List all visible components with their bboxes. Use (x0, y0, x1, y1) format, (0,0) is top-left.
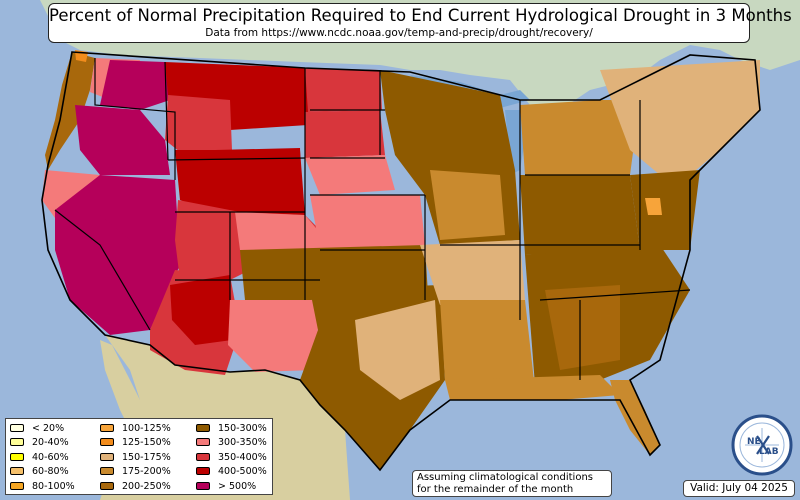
map-title: Percent of Normal Precipitation Required… (49, 6, 792, 25)
legend-item: > 500% (196, 479, 256, 493)
legend-item: 20-40% (10, 435, 69, 449)
legend-item: 350-400% (196, 450, 267, 464)
legend-swatch (10, 482, 24, 490)
region-oregon-interior (75, 105, 170, 175)
legend-label: 300-350% (218, 436, 267, 448)
region-montana-south (165, 95, 232, 160)
legend-swatch (100, 453, 114, 461)
legend-label: 200-250% (122, 480, 171, 492)
logo-text-bottom: LAB (759, 447, 779, 457)
legend-label: 40-60% (32, 451, 69, 463)
legend-swatch (10, 424, 24, 432)
legend-swatch (196, 467, 210, 475)
region-gulf-coast (445, 375, 620, 400)
region-wyoming-core (215, 148, 302, 212)
region-upper-midwest-tan (430, 170, 505, 240)
region-lower-miss (440, 300, 535, 395)
legend-item: 150-300% (196, 421, 267, 435)
legend-label: 100-125% (122, 422, 171, 434)
legend-item: 80-100% (10, 479, 75, 493)
region-nevada-utah (100, 175, 178, 250)
region-ohio-valley (520, 175, 640, 255)
region-south-dakota (305, 110, 385, 158)
region-idaho-east-oregon (100, 60, 170, 110)
legend-label: 150-300% (218, 422, 267, 434)
legend-swatch (196, 453, 210, 461)
region-ozarks-tan (420, 240, 525, 305)
note-line-2: for the remainder of the month (417, 484, 574, 495)
region-kansas-pink (310, 195, 425, 250)
map-subtitle: Data from https://www.ncdc.noaa.gov/temp… (205, 27, 593, 39)
assumption-note: Assuming climatological conditions for t… (412, 470, 612, 497)
valid-date: Valid: July 04 2025 (683, 480, 795, 497)
region-mid-atlantic (630, 170, 700, 250)
us-outline (41, 51, 761, 472)
legend-item: 400-500% (196, 464, 267, 478)
legend-swatch (10, 438, 24, 446)
legend-swatch (196, 482, 210, 490)
legend-item: 125-150% (100, 435, 171, 449)
region-central-plains-brown (240, 245, 428, 300)
region-georgia-tan (545, 285, 620, 370)
legend-label: 175-200% (122, 465, 171, 477)
region-florida (610, 380, 660, 455)
legend-item: 60-80% (10, 464, 69, 478)
legend-label: 60-80% (32, 465, 69, 477)
title-box: Percent of Normal Precipitation Required… (48, 3, 792, 43)
legend-label: 125-150% (122, 436, 171, 448)
logo-text-top: NE (747, 437, 761, 447)
legend-swatch (196, 424, 210, 432)
note-line-1: Assuming climatological conditions (417, 472, 593, 483)
nexlab-logo: NE LAB (731, 414, 793, 476)
legend-swatch (10, 453, 24, 461)
legend-item: 150-175% (100, 450, 171, 464)
legend-label: < 20% (32, 422, 65, 434)
legend-item: 100-125% (100, 421, 171, 435)
region-texas-light (355, 300, 440, 400)
legend-item: 40-60% (10, 450, 69, 464)
state-borders (54, 58, 691, 380)
region-great-lakes-east (520, 100, 640, 185)
legend: < 20% 20-40% 40-60% 60-80% 80-100% 100-1… (5, 418, 273, 495)
legend-swatch (196, 438, 210, 446)
legend-item: < 20% (10, 421, 64, 435)
legend-item: 300-350% (196, 435, 267, 449)
legend-swatch (10, 467, 24, 475)
legend-label: 150-175% (122, 451, 171, 463)
legend-label: 80-100% (32, 480, 75, 492)
legend-swatch (100, 438, 114, 446)
legend-label: 400-500% (218, 465, 267, 477)
legend-label: 350-400% (218, 451, 267, 463)
legend-swatch (100, 482, 114, 490)
region-delmarva-orange (645, 198, 662, 215)
region-pacific-northwest-coast (45, 52, 95, 170)
region-newmexico-east (228, 300, 320, 372)
legend-swatch (100, 467, 114, 475)
legend-item: 175-200% (100, 464, 171, 478)
region-arizona-core (170, 275, 232, 345)
legend-label: > 500% (218, 480, 257, 492)
region-plains-pink (305, 155, 395, 195)
legend-item: 200-250% (100, 479, 171, 493)
region-north-dakota (305, 68, 382, 112)
legend-label: 20-40% (32, 436, 69, 448)
legend-swatch (100, 424, 114, 432)
